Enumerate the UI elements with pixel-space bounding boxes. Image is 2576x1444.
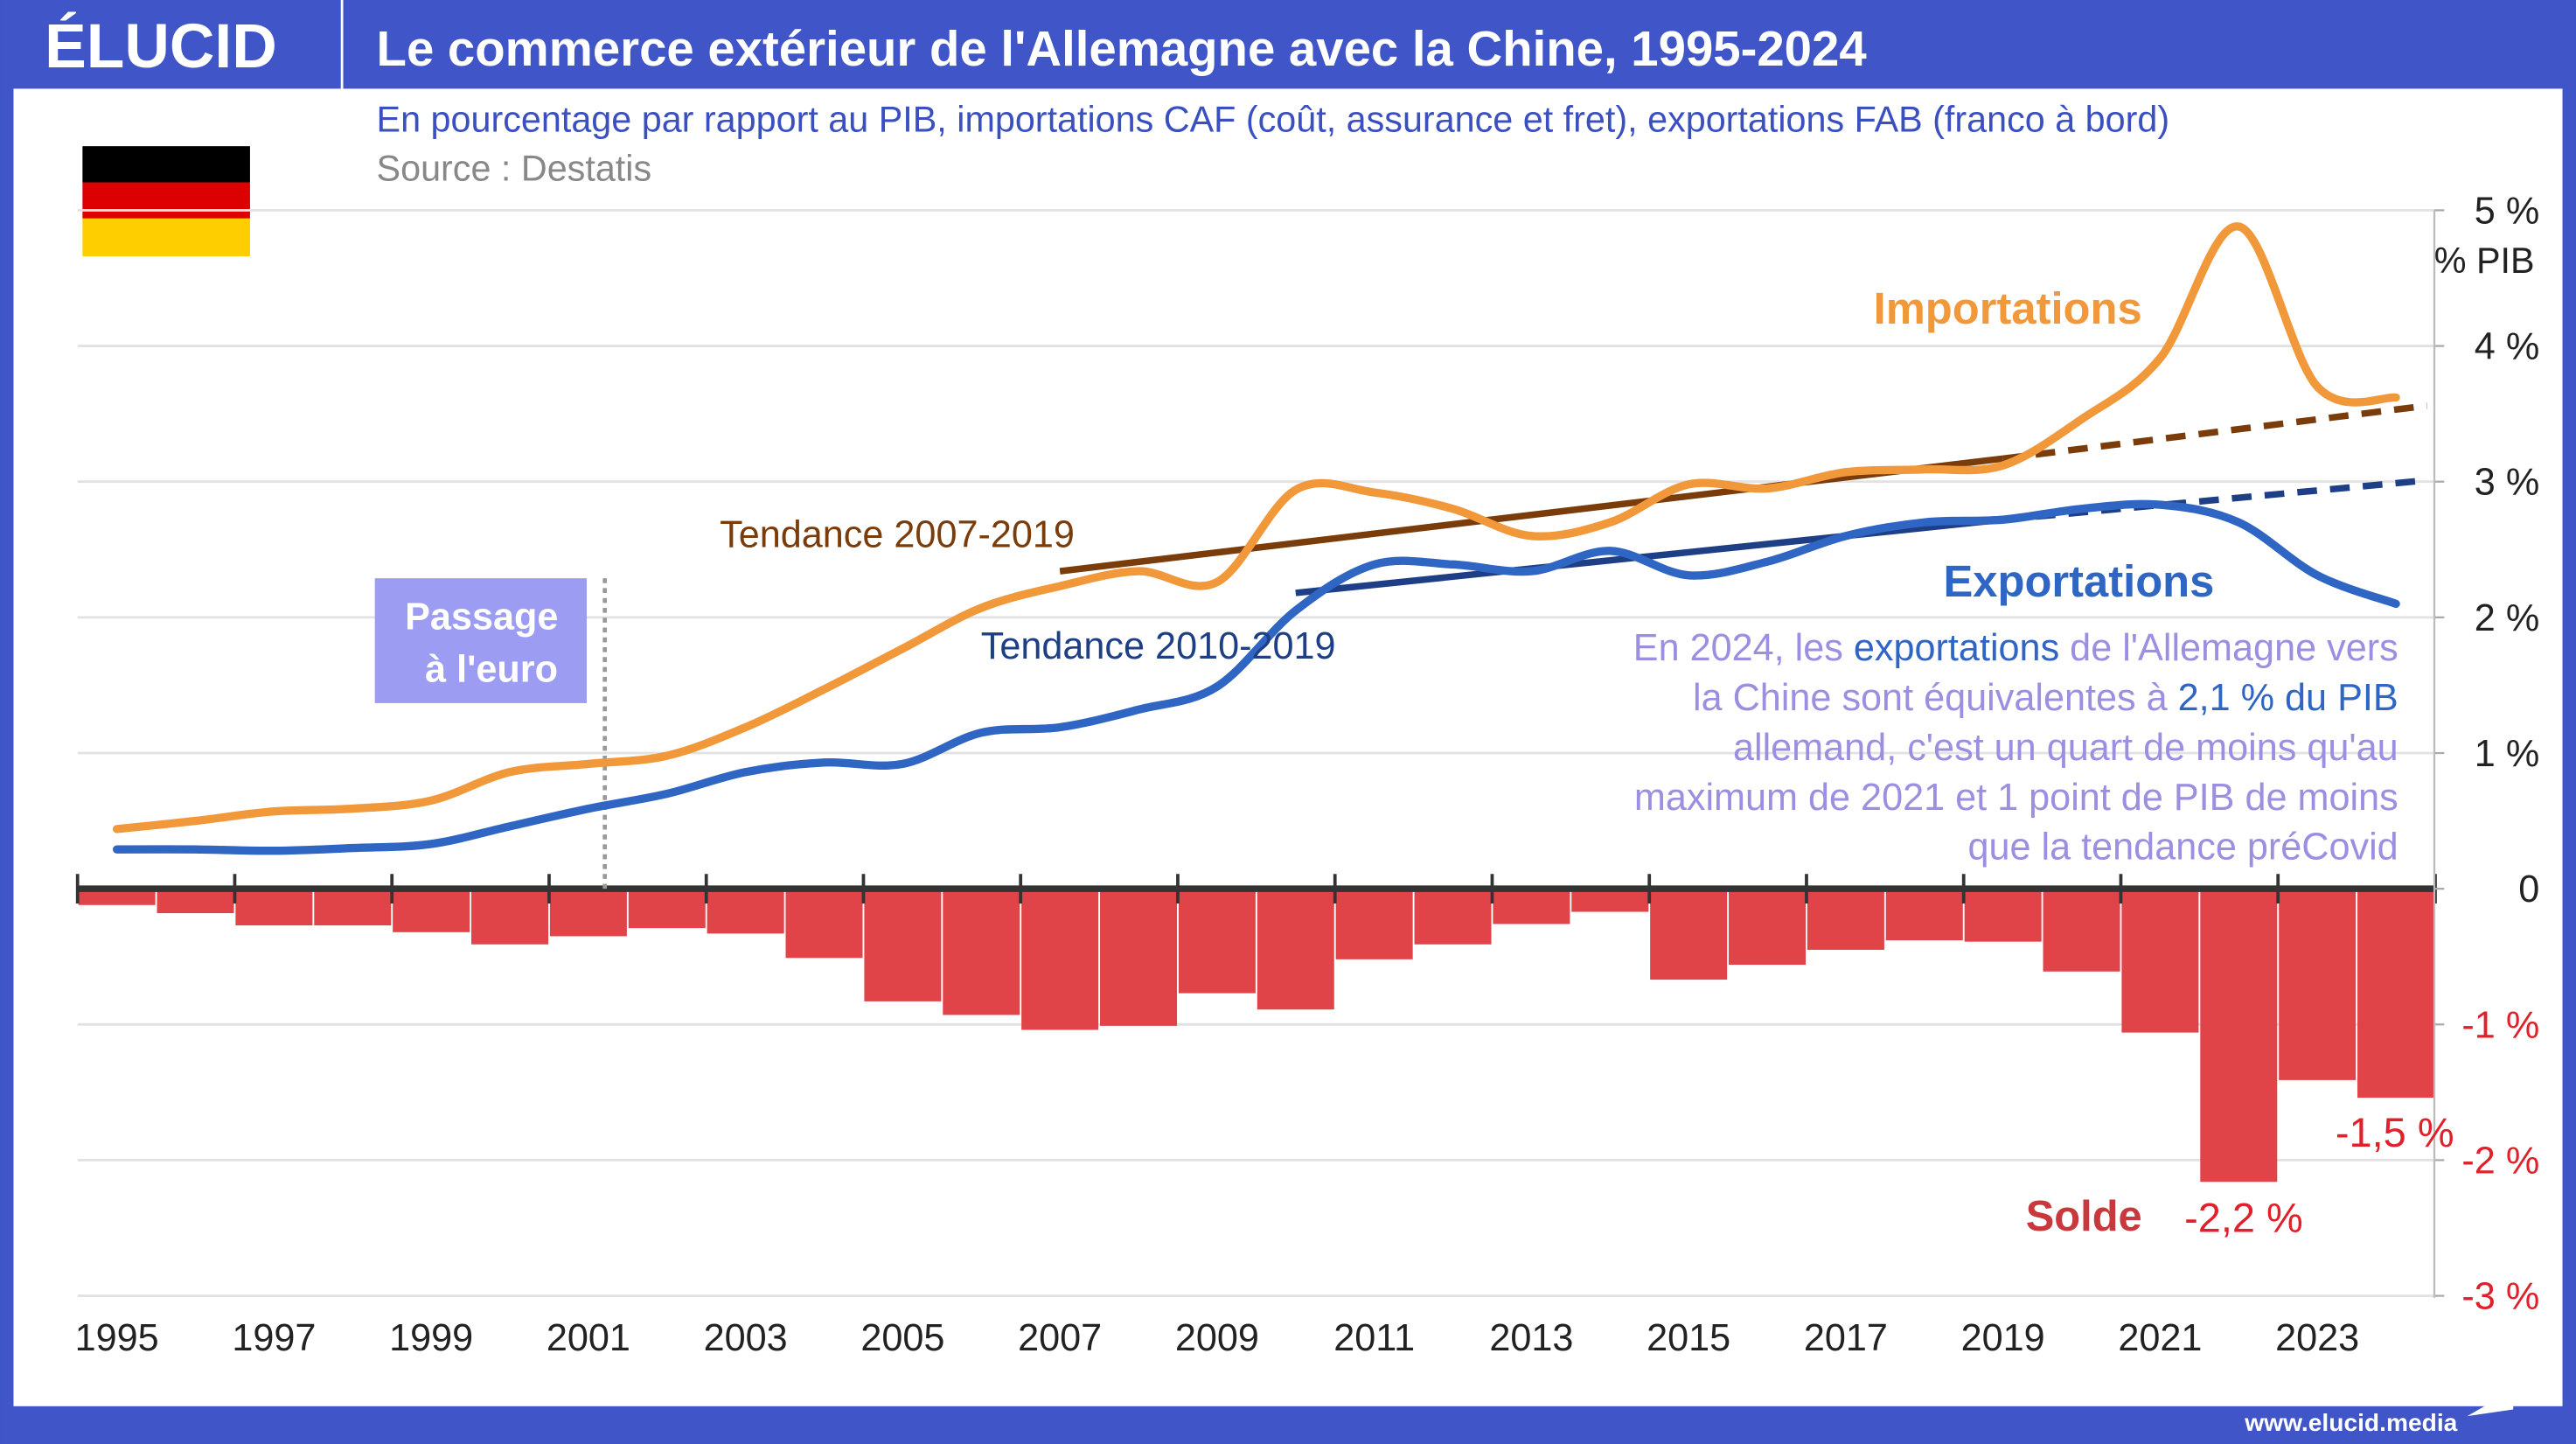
- x-tick-label: 1997: [232, 1317, 316, 1359]
- note-highlight: 2,1 % du PIB: [2178, 677, 2398, 719]
- bar-2006: [943, 889, 1020, 1015]
- annotation-note: En 2024, les exportations de l'Allemagne…: [1633, 627, 2398, 868]
- note-line: que la tendance préCovid: [1967, 827, 2398, 868]
- x-tick-label: 2023: [2275, 1317, 2359, 1359]
- bar-2022: [2200, 889, 2278, 1182]
- bar-1996: [157, 889, 234, 914]
- bar-2012: [1414, 889, 1492, 945]
- x-tick-label: 1995: [75, 1317, 159, 1359]
- y-axis: 5 % 4 % 3 % 2 % 1 % 0 -1 % -2 % -3 %: [2433, 190, 2539, 1318]
- bar-2024: [2357, 889, 2435, 1099]
- balance-label: Solde: [2026, 1193, 2142, 1240]
- bar-2000: [471, 889, 549, 945]
- bar-2023: [2279, 889, 2357, 1080]
- x-tick-label: 2021: [2118, 1317, 2202, 1359]
- trend-imports-label: Tendance 2007-2019: [720, 513, 1075, 555]
- y-tick-label: 0: [2518, 868, 2539, 910]
- bar-2019: [1964, 889, 2042, 942]
- bar-2005: [864, 889, 942, 1001]
- bar-2004: [785, 889, 863, 959]
- y-tick-label: 5 %: [2475, 190, 2539, 232]
- note-text: allemand, c'est un quart de moins qu'au: [1733, 727, 2398, 769]
- source: Source : Destatis: [377, 149, 652, 189]
- lines: [112, 222, 2428, 855]
- note-text: de l'Allemagne vers: [2059, 627, 2398, 669]
- note-text: En 2024, les: [1633, 627, 1854, 669]
- footer-url: www.elucid.media: [2244, 1408, 2457, 1436]
- chart-background: [13, 88, 2563, 1406]
- bar-2001: [549, 889, 627, 937]
- y-unit: % PIB: [2434, 241, 2535, 281]
- y-tick-label: 1 %: [2475, 733, 2539, 775]
- bar-2013: [1493, 889, 1570, 924]
- subtitle: En pourcentage par rapport au PIB, impor…: [377, 99, 2170, 139]
- note-text: la Chine sont équivalentes à: [1693, 677, 2178, 719]
- y-tick-label: -1 %: [2461, 1004, 2539, 1046]
- y-tick-label: 3 %: [2475, 462, 2539, 504]
- label-2024: -1,5 %: [2336, 1109, 2454, 1155]
- y-tick-label: 2 %: [2475, 597, 2539, 639]
- imports-label: Importations: [1874, 283, 2142, 333]
- euro-box: [374, 578, 587, 703]
- bar-2015: [1650, 889, 1728, 980]
- x-tick-label: 2015: [1647, 1317, 1730, 1359]
- note-line: maximum de 2021 et 1 point de PIB de moi…: [1634, 777, 2398, 819]
- label-2022: -2,2 %: [2184, 1195, 2303, 1241]
- bar-2010: [1257, 889, 1334, 1010]
- bar-1995: [78, 889, 156, 905]
- bar-1998: [314, 889, 392, 926]
- bar-2016: [1729, 889, 1807, 966]
- trend-line-dashed: [2002, 402, 2428, 463]
- bar-2018: [1885, 889, 1963, 941]
- bar-2014: [1571, 889, 1649, 912]
- bar-2020: [2043, 889, 2120, 972]
- grid: [77, 209, 2435, 1297]
- bar-1999: [393, 889, 470, 932]
- bar-2002: [628, 889, 706, 929]
- y-tick-label: 4 %: [2475, 326, 2539, 368]
- exports-line: [112, 499, 2400, 855]
- bar-1997: [235, 889, 313, 926]
- germany-flag: [82, 146, 250, 257]
- trend-exports-label: Tendance 2010-2019: [981, 625, 1336, 667]
- bar-2021: [2121, 889, 2199, 1033]
- x-tick-label: 2007: [1018, 1317, 1102, 1359]
- y-tick-label: -3 %: [2461, 1276, 2539, 1318]
- page-title: Le commerce extérieur de l'Allemagne ave…: [377, 21, 1868, 76]
- note-line: En 2024, les exportations de l'Allemagne…: [1633, 627, 2398, 669]
- bar-2007: [1021, 889, 1099, 1030]
- note-line: la Chine sont équivalentes à 2,1 % du PI…: [1693, 677, 2398, 719]
- x-axis: 1995 1997 1999 2001 2003 2005 2007 2009 2011 2013…: [75, 874, 2437, 1359]
- x-tick-label: 2009: [1175, 1317, 1259, 1359]
- note-text: maximum de 2021 et 1 point de PIB de moi…: [1634, 777, 2398, 819]
- x-tick-label: 2001: [547, 1317, 630, 1359]
- balance-bars: [78, 889, 2435, 1182]
- y-tick-label: -2 %: [2461, 1140, 2539, 1182]
- x-tick-label: 2019: [1961, 1317, 2045, 1359]
- note-line: allemand, c'est un quart de moins qu'au: [1733, 727, 2398, 769]
- euro-label-2: à l'euro: [425, 648, 558, 690]
- note-text: que la tendance préCovid: [1967, 827, 2398, 868]
- x-tick-label: 2017: [1804, 1317, 1888, 1359]
- bar-2003: [707, 889, 784, 934]
- imports-line: [112, 222, 2400, 834]
- note-highlight: exportations: [1854, 627, 2059, 669]
- x-tick-label: 2005: [860, 1317, 944, 1359]
- x-tick-label: 2013: [1489, 1317, 1573, 1359]
- logo: ÉLUCID: [45, 10, 277, 81]
- bar-2008: [1100, 889, 1178, 1026]
- exports-label: Exportations: [1943, 556, 2214, 606]
- bar-2009: [1178, 889, 1256, 994]
- trend-line: [1059, 455, 2004, 575]
- bar-2017: [1807, 889, 1884, 950]
- euro-label-1: Passage: [405, 596, 558, 638]
- x-tick-label: 2011: [1333, 1317, 1415, 1359]
- x-tick-label: 2003: [704, 1317, 788, 1359]
- x-tick-label: 1999: [389, 1317, 473, 1359]
- bar-2011: [1335, 889, 1413, 959]
